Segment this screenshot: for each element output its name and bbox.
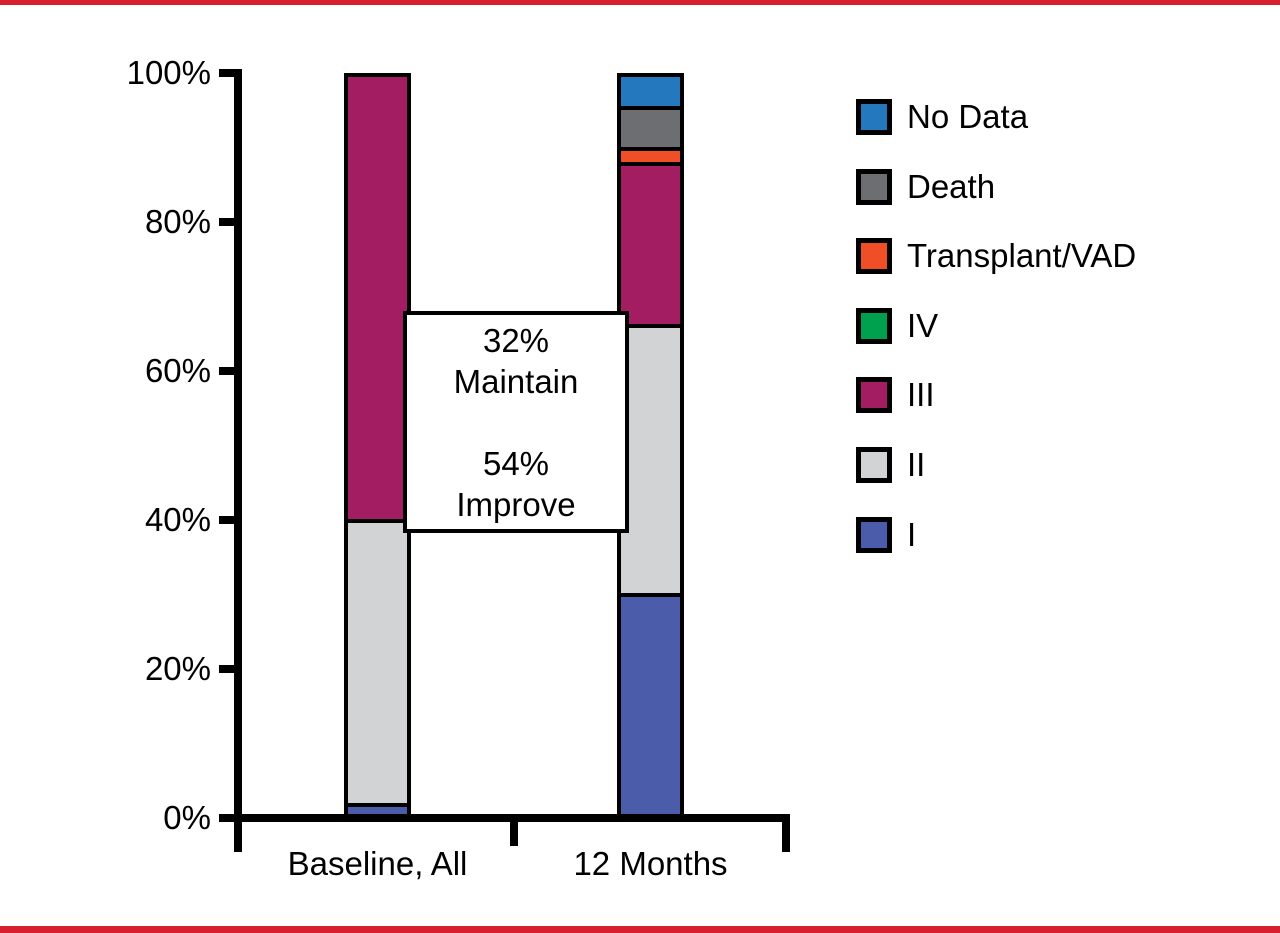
legend-label-iii: III [907, 376, 935, 413]
x-label-12-months: 12 Months [573, 845, 728, 882]
legend-label-iv: IV [907, 307, 939, 344]
bar-baseline-all [344, 73, 411, 818]
y-axis-line [234, 69, 242, 852]
legend-label-i: I [907, 516, 917, 553]
y-tick-label-100: 100% [126, 54, 211, 91]
y-tick-label-60: 60% [144, 352, 211, 389]
legend-item-transplant-vad: Transplant/VAD [856, 237, 1136, 275]
y-tick-label-40: 40% [144, 501, 211, 538]
annotation-line-improve: Improve [456, 486, 576, 523]
legend-item-iv: IV [856, 307, 938, 345]
legend-swatch-iii [856, 377, 892, 413]
bar-12-months-segment-i [621, 592, 680, 814]
legend-label-death: Death [907, 168, 996, 205]
bottom-border-line [0, 926, 1280, 933]
legend-item-death: Death [856, 168, 995, 206]
bar-12-months-segment-death [621, 106, 680, 147]
bar-12-months-segment-transplant-vad [621, 147, 680, 162]
legend-swatch-death [856, 169, 892, 205]
y-tick-100 [219, 69, 235, 77]
legend-item-i: I [856, 516, 916, 554]
bar-baseline-all-segment-ii [348, 519, 407, 803]
x-axis-middle-tick [510, 814, 518, 846]
bar-12-months-segment-iii [621, 161, 680, 324]
annotation-line-32: 32% [482, 322, 550, 359]
legend-swatch-no-data [856, 99, 892, 135]
annotation-line-maintain: Maintain [453, 363, 579, 400]
bar-baseline-all-segment-iii [348, 77, 407, 520]
bar-baseline-all-segment-i [348, 802, 407, 814]
top-border-line [0, 0, 1280, 5]
y-tick-label-80: 80% [144, 203, 211, 240]
legend-swatch-i [856, 517, 892, 553]
x-label-baseline-all: Baseline, All [287, 845, 468, 882]
y-tick-20 [219, 665, 235, 673]
legend-label-no-data: No Data [907, 98, 1029, 135]
x-axis-end-tick [782, 814, 790, 852]
y-tick-60 [219, 367, 235, 375]
legend-swatch-ii [856, 447, 892, 483]
y-tick-0 [219, 814, 235, 822]
legend-label-transplant-vad: Transplant/VAD [907, 237, 1137, 274]
legend-item-no-data: No Data [856, 98, 1028, 136]
y-tick-label-0: 0% [163, 799, 211, 836]
annotation-line-54: 54% [482, 445, 550, 482]
y-tick-label-20: 20% [144, 650, 211, 687]
legend: No Data Death Transplant/VAD IV III II I [856, 98, 1276, 578]
bar-12-months-segment-no-data [621, 77, 680, 107]
y-tick-80 [219, 218, 235, 226]
annotation-box: 32% Maintain 54% Improve [403, 311, 629, 533]
legend-item-iii: III [856, 376, 935, 414]
legend-item-ii: II [856, 446, 925, 484]
y-tick-40 [219, 516, 235, 524]
legend-swatch-iv [856, 308, 892, 344]
legend-swatch-transplant-vad [856, 238, 892, 274]
bar-12-months-segment-ii [621, 323, 680, 593]
legend-label-ii: II [907, 446, 926, 483]
